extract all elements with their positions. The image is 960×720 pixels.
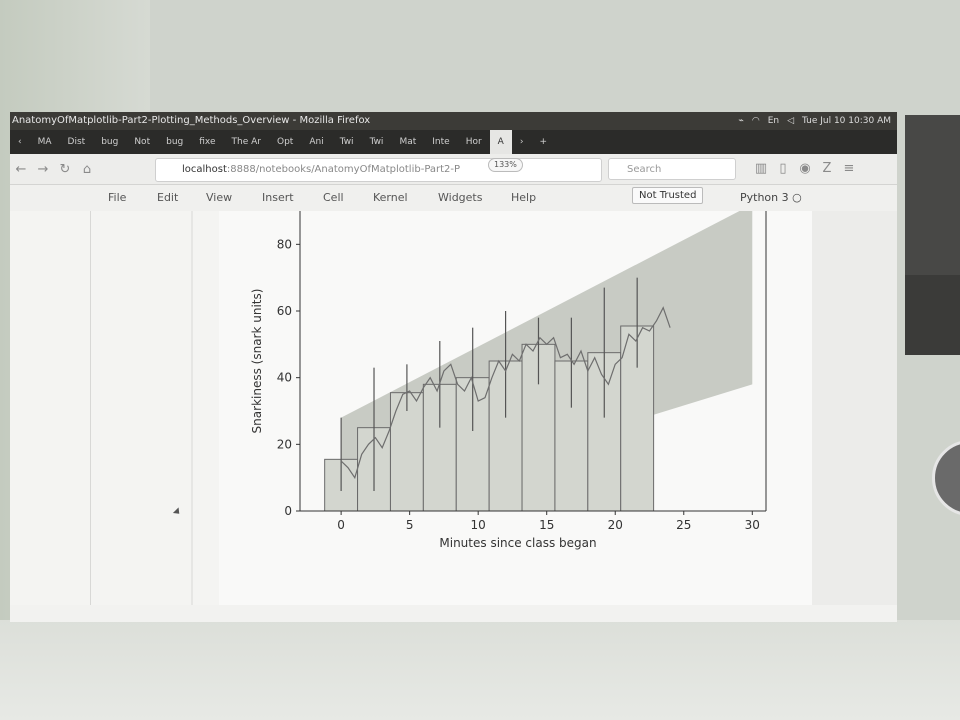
browser-tab[interactable]: bug: [101, 137, 119, 147]
clock[interactable]: Tue Jul 10 10:30 AM: [802, 116, 891, 126]
browser-tab[interactable]: MA: [37, 137, 52, 147]
menu-kernel[interactable]: Kernel: [373, 191, 408, 204]
not-trusted-button[interactable]: Not Trusted: [632, 187, 704, 204]
firefox-window: AnatomyOfMatplotlib-Part2-Plotting_Metho…: [10, 112, 897, 622]
browser-tab[interactable]: Twi: [339, 137, 354, 147]
zoom-indicator[interactable]: 133%: [488, 158, 523, 172]
tab-scroll-right-icon[interactable]: ›: [519, 137, 524, 147]
x-axis-label: Minutes since class began: [439, 536, 596, 550]
window-title: AnatomyOfMatplotlib-Part2-Plotting_Metho…: [12, 115, 371, 126]
tab-scroll-left-icon[interactable]: ‹: [18, 137, 22, 147]
background-right-panel-top: [905, 115, 960, 275]
extension-icon[interactable]: ◉: [799, 161, 811, 176]
menu-edit[interactable]: Edit: [157, 191, 179, 204]
y-tick-label: 80: [277, 237, 292, 251]
browser-tab[interactable]: Twi: [369, 137, 384, 147]
browser-tab[interactable]: fixe: [199, 137, 216, 147]
browser-tab[interactable]: Ani: [309, 137, 324, 147]
browser-tab[interactable]: The Ar: [231, 137, 261, 147]
kernel-idle-icon: ○: [792, 191, 802, 204]
notebook-menubar: File Edit View Insert Cell Kernel Widget…: [10, 185, 897, 211]
x-tick-label: 10: [471, 518, 486, 532]
x-tick-label: 30: [745, 518, 760, 532]
notebook-right-margin: [812, 211, 897, 605]
x-tick-label: 25: [676, 518, 691, 532]
system-tray: ⌁ ◠ En ◁ Tue Jul 10 10:30 AM: [738, 112, 891, 130]
browser-tab[interactable]: Dist: [67, 137, 86, 147]
search-input[interactable]: Search: [608, 158, 736, 180]
y-tick-label: 0: [284, 504, 292, 518]
reload-icon[interactable]: ↻: [59, 161, 71, 177]
background-bottom: [0, 620, 960, 720]
wifi-icon[interactable]: ◠: [751, 116, 760, 126]
data-line: [340, 306, 671, 480]
browser-tab[interactable]: Not: [134, 137, 151, 147]
browser-tab[interactable]: Inte: [432, 137, 450, 147]
url-host: localhost: [182, 164, 227, 175]
y-axis-label: Snarkiness (snark units): [250, 289, 264, 434]
output-cell: 0 5 10 15 20 25 30 0 20 40 60 80 Minutes since class…: [219, 204, 812, 605]
zotero-icon[interactable]: Z: [822, 161, 832, 176]
browser-tab[interactable]: Mat: [399, 137, 417, 147]
menu-icon[interactable]: ≡: [843, 161, 855, 176]
menu-view[interactable]: View: [206, 191, 233, 204]
menu-cell[interactable]: Cell: [323, 191, 344, 204]
tab-strip: ‹ MA Dist bug Not bug fixe The Ar Opt An…: [10, 130, 897, 154]
browser-tab-active[interactable]: A: [489, 130, 512, 154]
volume-icon[interactable]: ◁: [787, 116, 794, 126]
navigation-bar: ← → ↻ ⌂ localhost:8888/notebooks/Anatomy…: [10, 154, 897, 185]
library-icon[interactable]: ▥: [754, 161, 768, 176]
kernel-indicator[interactable]: Python 3 ○: [740, 191, 802, 204]
url-bar[interactable]: localhost:8888/notebooks/AnatomyOfMatplo…: [155, 158, 602, 182]
matplotlib-figure: 0 5 10 15 20 25 30 0 20 40 60 80 Minutes since class…: [250, 204, 767, 550]
home-icon[interactable]: ⌂: [82, 161, 92, 177]
new-tab-icon[interactable]: +: [539, 137, 547, 147]
back-arrow-icon[interactable]: ←: [15, 161, 27, 177]
kernel-name: Python 3: [740, 191, 789, 204]
keyboard-icon[interactable]: En: [767, 116, 780, 126]
window-titlebar: AnatomyOfMatplotlib-Part2-Plotting_Metho…: [10, 112, 897, 130]
x-tick-label: 0: [337, 518, 345, 532]
y-tick-label: 40: [277, 371, 292, 385]
x-tick-label: 15: [539, 518, 554, 532]
menu-file[interactable]: File: [108, 191, 127, 204]
notebook-content: 0 5 10 15 20 25 30 0 20 40 60 80 Minutes since class…: [10, 204, 897, 605]
forward-arrow-icon[interactable]: →: [37, 161, 49, 177]
y-tick-label: 60: [277, 304, 292, 318]
browser-tab[interactable]: bug: [166, 137, 184, 147]
menu-insert[interactable]: Insert: [262, 191, 294, 204]
dock-app-icon: [932, 440, 960, 516]
sidebar-icon[interactable]: ▯: [779, 161, 787, 176]
cell-prompt-divider: [191, 211, 193, 605]
url-path: :8888/notebooks/AnatomyOfMatplotlib-Part…: [226, 164, 461, 175]
browser-tab[interactable]: Opt: [276, 137, 294, 147]
menu-widgets[interactable]: Widgets: [438, 191, 483, 204]
x-tick-label: 20: [608, 518, 623, 532]
x-tick-label: 5: [406, 518, 414, 532]
notebook-left-margin: [90, 211, 220, 605]
network-icon[interactable]: ⌁: [738, 116, 744, 126]
browser-tab[interactable]: Hor: [465, 137, 482, 147]
menu-help[interactable]: Help: [511, 191, 537, 204]
y-tick-label: 20: [277, 437, 292, 451]
